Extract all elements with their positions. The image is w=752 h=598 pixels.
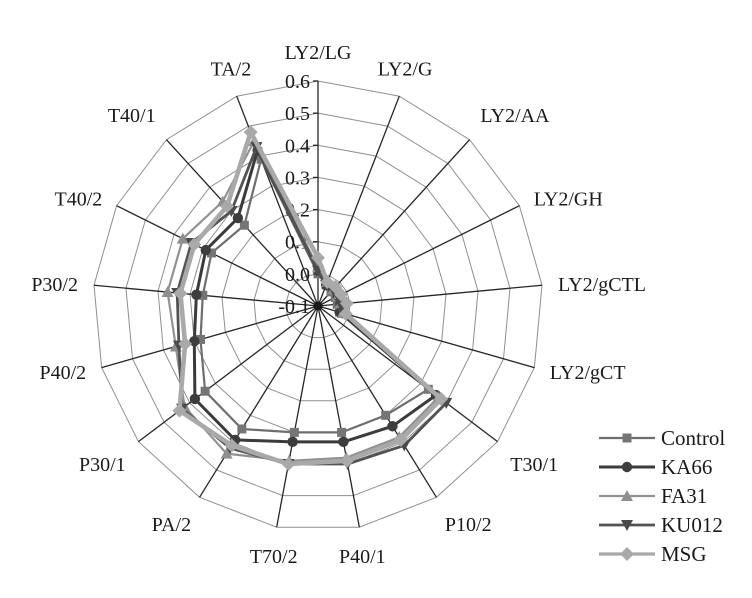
msg-marker xyxy=(178,336,193,351)
axis-spoke xyxy=(138,305,319,443)
axis-label-p102: P10/2 xyxy=(445,514,492,536)
msg-marker xyxy=(224,438,239,453)
ka66-marker xyxy=(189,393,201,405)
axis-label-ta2: TA/2 xyxy=(211,58,252,80)
legend-label: MSG xyxy=(661,541,707,566)
radial-tick-label: 0.4 xyxy=(285,135,310,157)
axis-label-ly2lg: LY2/LG xyxy=(285,42,352,64)
control-marker xyxy=(381,410,391,420)
legend-item-msg: MSG xyxy=(598,540,725,568)
axis-spoke xyxy=(317,205,520,307)
msg-marker xyxy=(339,296,354,311)
axis-spoke xyxy=(276,305,319,528)
axis-spoke xyxy=(116,205,319,307)
radial-tick-label: -0.1 xyxy=(278,296,310,318)
legend-label: FA31 xyxy=(661,483,708,508)
grid-ring xyxy=(253,241,383,370)
control-marker xyxy=(198,290,208,300)
radial-tick-label: 0.0 xyxy=(285,264,310,286)
msg-marker xyxy=(243,125,258,140)
control-marker xyxy=(239,220,249,230)
axis-spoke xyxy=(317,139,471,307)
msg-marker xyxy=(220,199,235,214)
ka66-marker xyxy=(200,244,211,256)
msg-marker xyxy=(187,237,202,252)
control-marker xyxy=(200,386,210,396)
axis-label-ly2g: LY2/G xyxy=(378,58,433,80)
ka66-marker xyxy=(287,436,298,448)
msg-marker xyxy=(173,286,188,301)
axis-label-t401: T40/1 xyxy=(108,105,156,127)
axis-spoke xyxy=(317,95,400,307)
axis-spoke xyxy=(317,305,360,528)
axis-label-p302: P30/2 xyxy=(31,274,78,296)
radial-tick-label: 0.3 xyxy=(285,167,310,189)
ka66-marker xyxy=(338,436,349,448)
msg-marker xyxy=(281,456,296,471)
axis-spoke xyxy=(317,305,437,498)
legend: Control KA66 FA31 KU012 MSG xyxy=(598,424,725,568)
ka66-marker xyxy=(232,212,244,224)
control-marker xyxy=(289,427,299,437)
msg-marker xyxy=(393,432,408,447)
axis-label-p402: P40/2 xyxy=(40,362,87,384)
axis-label-ly2gctl: LY2/gCTL xyxy=(558,274,646,296)
axis-label-p301: P30/1 xyxy=(79,454,126,476)
ka66-marker xyxy=(387,421,398,432)
grid-ring xyxy=(93,80,543,528)
fa31-marker xyxy=(161,286,174,298)
legend-label: KA66 xyxy=(661,454,713,479)
axis-label-p401: P40/1 xyxy=(339,546,386,568)
msg-marker xyxy=(311,250,325,265)
axis-label-t402: T40/2 xyxy=(55,189,103,211)
fa31-marker xyxy=(176,232,189,244)
axis-spoke xyxy=(101,305,319,369)
grid-ring xyxy=(125,112,511,497)
legend-label: Control xyxy=(661,425,726,450)
center-point xyxy=(313,301,323,311)
axis-label-ly2gh: LY2/GH xyxy=(534,189,603,211)
axis-spoke xyxy=(317,305,498,443)
axis-label-pa2: PA/2 xyxy=(152,514,191,536)
triangle-down-legend-marker xyxy=(599,520,655,531)
msg-marker xyxy=(334,287,349,302)
axis-label-ly2gct: LY2/gCT xyxy=(550,362,626,384)
legend-item-ka66: KA66 xyxy=(598,453,725,481)
legend-item-control: Control xyxy=(598,424,725,452)
msg-marker xyxy=(434,391,449,406)
axis-label-t702: T70/2 xyxy=(250,546,298,568)
ka66-marker xyxy=(191,289,202,300)
fa31-marker xyxy=(220,447,233,459)
legend-item-fa31: FA31 xyxy=(598,482,725,510)
axis-spoke xyxy=(317,305,535,369)
diamond-legend-marker xyxy=(599,547,655,561)
control-marker xyxy=(237,424,247,434)
triangle-up-legend-marker xyxy=(599,490,655,501)
legend-label: KU012 xyxy=(661,512,723,537)
control-marker xyxy=(196,334,206,344)
radial-tick-label: 0.5 xyxy=(285,103,310,125)
msg-marker xyxy=(339,453,354,468)
axis-label-ly2aa: LY2/AA xyxy=(480,105,550,127)
control-marker xyxy=(337,427,347,437)
square-legend-marker xyxy=(599,433,655,443)
radial-tick-label: 0.6 xyxy=(285,71,310,93)
axis-spoke xyxy=(317,284,543,307)
grid-ring xyxy=(285,273,351,339)
control-marker xyxy=(207,248,217,258)
grid-ring xyxy=(221,209,415,402)
legend-item-ku012: KU012 xyxy=(598,511,725,539)
circle-legend-marker xyxy=(599,461,655,473)
msg-marker xyxy=(338,306,353,321)
axis-label-t301: T30/1 xyxy=(510,454,558,476)
axis-spoke xyxy=(199,305,319,498)
msg-marker xyxy=(172,403,187,418)
